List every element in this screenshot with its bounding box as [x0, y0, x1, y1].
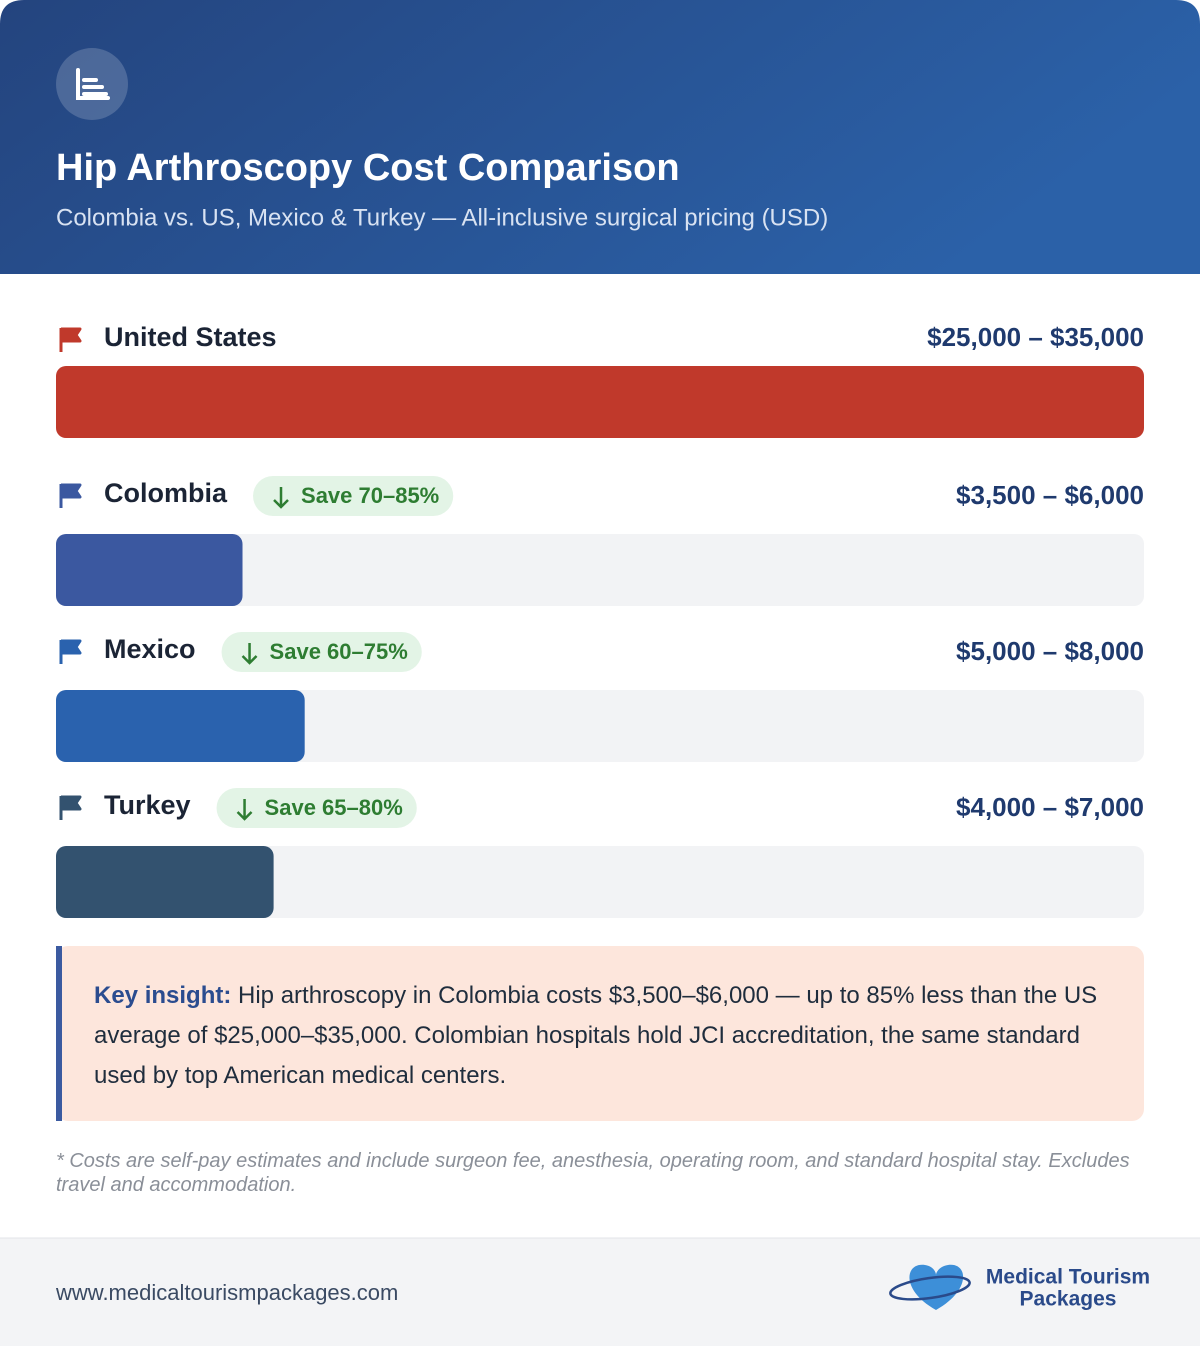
flag-icon	[59, 483, 82, 508]
footer-url: www.medicaltourismpackages.com	[55, 1280, 398, 1305]
savings-label: Save 60–75%	[270, 639, 408, 664]
category-label: Mexico	[104, 634, 196, 664]
logo-orbit	[889, 1275, 971, 1301]
header	[0, 0, 1200, 274]
insight-body: Hip arthroscopy in Colombia costs $3,500…	[94, 982, 1098, 1089]
value-label: $25,000 – $35,000	[927, 322, 1144, 352]
bar-track	[56, 690, 1144, 762]
insight-box	[56, 946, 1144, 1121]
footnote: * Costs are self-pay estimates and inclu…	[56, 1150, 1130, 1196]
icon-glyph	[76, 68, 110, 100]
value-label: $3,500 – $6,000	[956, 480, 1144, 510]
value-label: $4,000 – $7,000	[956, 792, 1144, 822]
logo: Medical Tourism Packages	[889, 1264, 1150, 1311]
chart-subtitle: Colombia vs. US, Mexico & Turkey — All-i…	[56, 204, 828, 231]
insight-label: Key insight:	[94, 982, 232, 1009]
bar-track	[56, 534, 1144, 606]
flag-icon	[59, 795, 82, 820]
savings-badge	[253, 476, 454, 516]
bar-track	[56, 846, 1144, 918]
logo-text: Medical Tourism	[986, 1266, 1150, 1289]
category-label: Turkey	[104, 790, 191, 820]
chart-title: Hip Arthroscopy Cost Comparison	[56, 147, 680, 189]
value-label: $5,000 – $8,000	[956, 636, 1144, 666]
down-arrow	[241, 643, 258, 665]
flag-icon	[59, 639, 82, 664]
savings-badge	[216, 788, 417, 828]
insight-text: Key insight: Hip arthroscopy in Colombia…	[94, 976, 1114, 1096]
savings-label: Save 70–85%	[301, 483, 439, 508]
insight-border	[56, 946, 62, 1121]
logo-text: Packages	[1020, 1288, 1117, 1311]
bar	[56, 366, 1144, 438]
category-label: United States	[104, 322, 277, 352]
bar	[56, 534, 243, 606]
header-icon	[56, 48, 128, 120]
down-arrow	[273, 487, 289, 509]
flag-icon	[59, 327, 82, 352]
category-label: Colombia	[104, 478, 228, 508]
bar	[56, 846, 274, 918]
savings-label: Save 65–80%	[265, 795, 403, 820]
footer	[0, 1238, 1200, 1346]
bar	[56, 690, 305, 762]
savings-badge	[221, 632, 422, 672]
down-arrow	[236, 799, 253, 821]
